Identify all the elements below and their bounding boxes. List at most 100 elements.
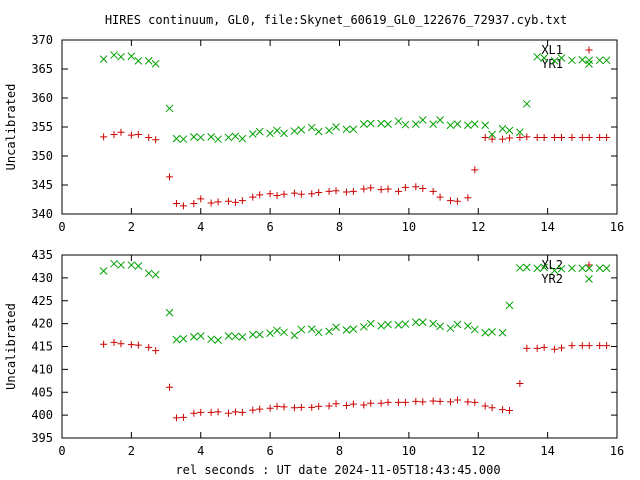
data-point-xl2 [256,405,264,413]
data-point-xl1 [488,135,496,143]
data-point-yr2 [134,262,143,270]
data-point-yr2 [99,267,108,275]
data-point-yr2 [179,334,188,343]
y-tick-label: 405 [31,385,53,399]
data-point-xl2 [332,400,340,408]
data-point-yr1 [359,120,368,128]
data-point-yr1 [325,126,333,135]
data-point-yr2 [165,308,174,317]
data-point-xl1 [166,173,174,181]
data-point-xl2 [152,347,160,355]
data-point-yr2 [172,335,181,344]
data-point-yr1 [418,116,427,124]
data-point-yr1 [498,124,507,133]
data-point-xl1 [429,187,437,195]
data-point-xl2 [568,342,576,350]
data-point-yr2 [522,263,531,272]
data-point-yr2 [505,301,514,310]
y-tick-label: 345 [31,178,53,192]
data-point-yr1 [165,104,174,113]
data-point-yr1 [342,125,351,134]
x-tick-label: 12 [471,220,485,234]
data-point-yr2 [332,323,340,332]
data-point-xl1 [117,128,125,136]
x-axis-label: rel seconds : UT date 2024-11-05T18:43:4… [175,463,500,477]
data-point-yr2 [463,322,472,330]
data-point-xl1 [273,191,281,199]
data-point-yr1 [172,134,181,143]
data-point-yr1 [214,135,222,144]
data-point-yr1 [602,56,611,65]
x-tick-label: 0 [58,220,65,234]
data-point-yr1 [127,52,136,61]
data-point-yr1 [463,121,472,130]
data-point-yr2 [297,325,306,334]
data-point-xl2 [179,413,187,421]
data-point-xl1 [172,200,180,208]
data-point-yr2 [307,325,316,333]
data-point-yr1 [144,57,153,65]
x-tick-label: 12 [471,444,485,458]
data-point-xl1 [127,131,135,139]
data-point-xl2 [110,338,118,346]
plot-frame [61,254,618,439]
data-point-yr2 [446,324,455,333]
data-point-xl2 [585,342,593,350]
data-point-xl1 [568,133,576,141]
chart-title: HIRES continuum, GL0, file:Skynet_60619_… [105,13,567,27]
data-point-xl2 [384,398,392,406]
data-point-yr2 [224,332,233,340]
data-point-yr1 [481,121,490,130]
data-point-yr2 [595,264,604,273]
legend-label-xl1: XL1 [541,43,563,57]
data-point-xl2 [603,342,611,350]
data-point-yr1 [255,127,264,136]
data-point-xl1 [179,202,187,210]
data-point-xl1 [481,133,489,141]
data-point-xl2 [231,408,239,416]
data-point-yr1 [401,120,410,129]
data-point-xl2 [481,402,489,410]
data-point-xl1 [308,190,316,198]
data-point-yr2 [127,261,136,269]
data-point-yr2 [255,330,264,339]
data-point-yr1 [196,133,205,142]
data-point-xl2 [367,399,375,407]
y-tick-label: 350 [31,149,53,163]
data-point-xl2 [394,398,402,406]
data-point-yr1 [522,99,531,108]
data-point-xl2 [297,403,305,411]
data-point-xl1 [578,133,586,141]
data-point-xl2 [419,398,427,406]
data-point-yr2 [359,322,368,331]
data-point-yr2 [117,261,125,269]
data-point-xl1 [412,183,420,191]
data-point-yr2 [266,329,274,338]
data-point-yr2 [377,322,385,330]
data-point-yr2 [568,264,576,273]
x-tick-label: 16 [610,444,624,458]
data-point-yr2 [214,336,222,344]
data-point-yr1 [238,134,247,143]
data-point-yr1 [297,126,306,134]
data-point-xl2 [596,342,604,350]
data-point-xl2 [516,380,524,388]
data-point-xl2 [290,404,298,412]
data-point-xl2 [453,396,461,404]
plot-frame [61,39,618,215]
data-point-xl2 [349,400,357,408]
data-point-xl1 [190,200,198,208]
data-point-yr2 [488,328,496,336]
data-point-xl2 [551,345,559,353]
data-point-yr1 [568,56,576,65]
data-point-xl1 [315,189,323,197]
data-point-xl1 [551,133,559,141]
data-point-xl1 [207,199,215,207]
data-point-yr2 [557,264,566,273]
data-point-yr2 [429,319,438,328]
x-tick-label: 0 [58,444,65,458]
data-point-xl1 [436,193,444,201]
x-tick-label: 10 [402,220,416,234]
data-point-xl2 [127,341,135,349]
y-tick-label: 360 [31,91,53,105]
